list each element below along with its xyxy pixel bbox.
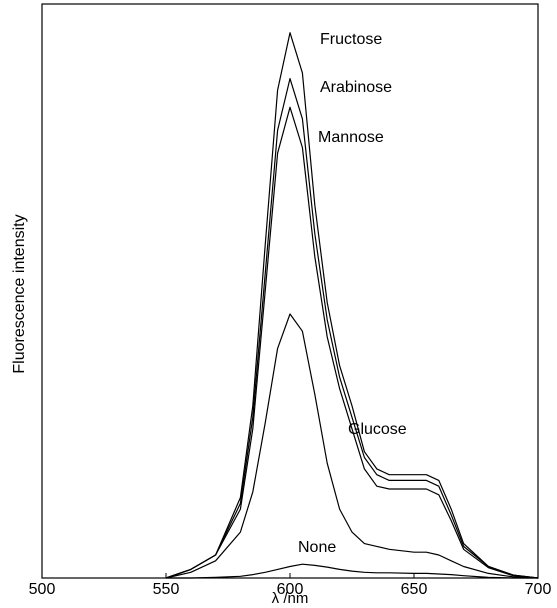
series-label: Mannose: [318, 129, 384, 146]
x-tick-label: 650: [401, 581, 428, 598]
y-axis-label: Fluorescence intensity: [11, 214, 28, 373]
series-label: Glucose: [348, 421, 407, 438]
x-tick-label: 700: [525, 581, 552, 598]
series-label: Arabinose: [320, 79, 392, 96]
x-tick-label: 500: [29, 581, 56, 598]
spectrum-line: [165, 77, 539, 579]
series-label: None: [298, 539, 336, 556]
spectrum-line: [165, 313, 539, 579]
spectrum-line: [166, 563, 538, 579]
series-label: Fructose: [320, 31, 382, 48]
plot-frame: [41, 3, 539, 579]
x-tick-label: 600: [277, 581, 304, 598]
spectrum-line: [165, 32, 539, 579]
x-axis-label: λ /nm: [272, 590, 309, 607]
spectrum-line: [165, 106, 539, 579]
x-tick-label: 550: [153, 581, 180, 598]
